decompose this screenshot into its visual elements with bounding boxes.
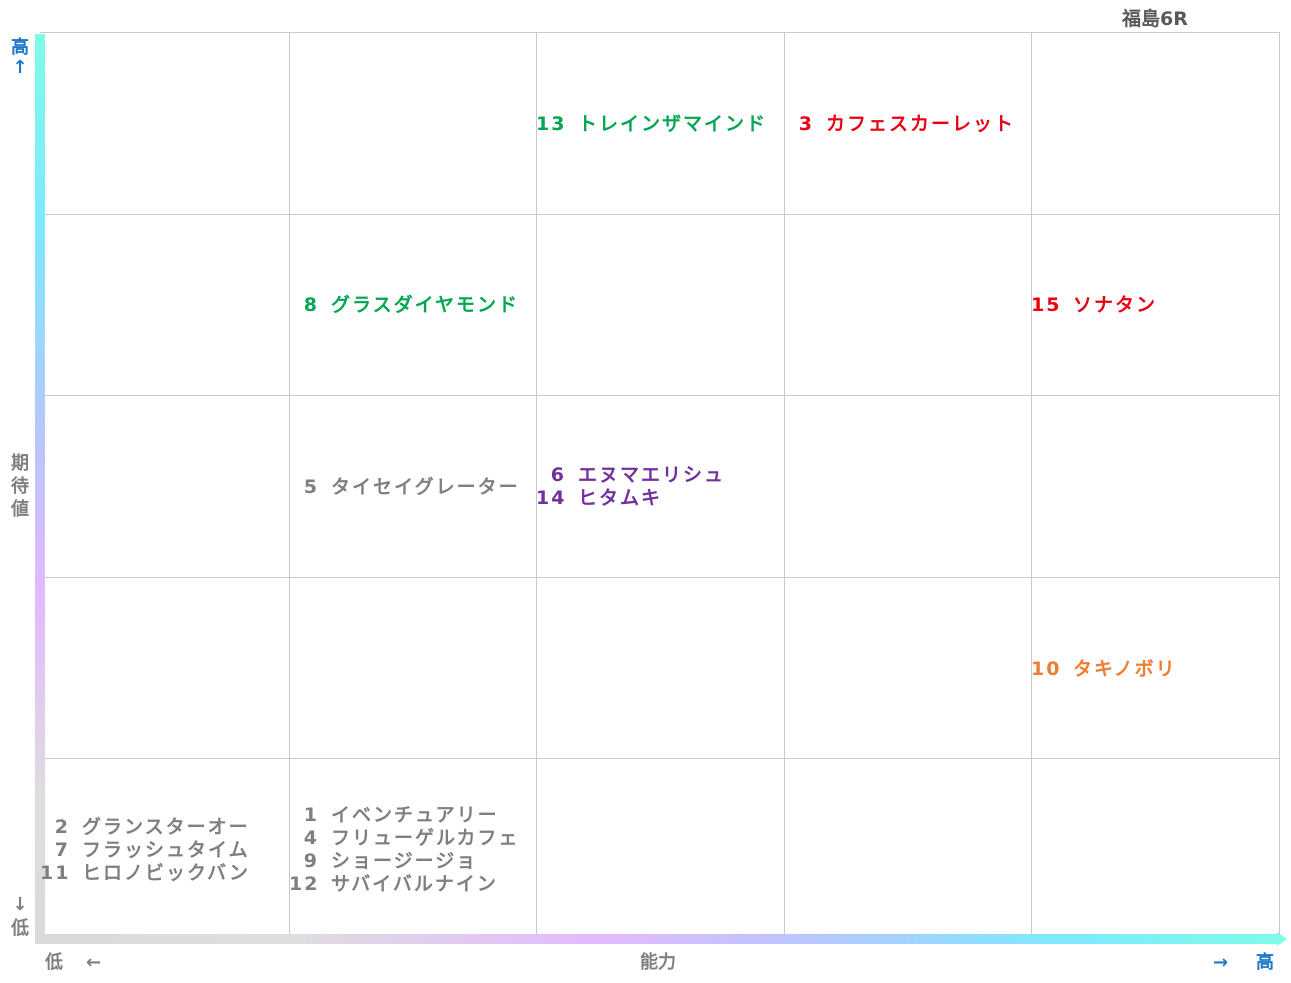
right-arrow-icon: →	[1213, 952, 1229, 973]
down-arrow-icon: ↓	[12, 894, 28, 915]
grid-line	[536, 32, 537, 938]
horse-entry: 1 イベンチュアリー	[289, 804, 519, 827]
horse-entry: 11 ヒロノビックバン	[40, 862, 250, 885]
horse-number: 14	[536, 487, 567, 509]
cell-r0c3: 3 カフェスカーレット	[784, 113, 1015, 136]
grid-line	[40, 758, 1279, 759]
horse-number: 11	[40, 862, 71, 884]
grid-line	[40, 395, 1279, 396]
x-axis-bar	[35, 932, 1287, 946]
x-axis-high-label: 高	[1256, 952, 1274, 973]
horse-name: ヒタムキ	[578, 487, 663, 509]
horse-entry: 6 エヌマエリシュ	[536, 464, 725, 487]
cell-r3c4: 10 タキノボリ	[1031, 658, 1177, 681]
y-axis-label: 期 待 値	[11, 453, 29, 520]
horse-entry: 4 フリューゲルカフェ	[289, 827, 519, 850]
horse-entry: 3 カフェスカーレット	[784, 113, 1015, 136]
horse-name: エヌマエリシュ	[578, 464, 726, 486]
grid-line	[1279, 32, 1280, 938]
horse-name: カフェスカーレット	[826, 113, 1016, 135]
horse-entry: 13 トレインザマインド	[536, 113, 767, 136]
grid-line	[40, 214, 1279, 215]
x-axis-low-label: 低	[45, 952, 63, 973]
cell-r4c0: 2 グランスターオー 7 フラッシュタイム 11 ヒロノビックバン	[40, 816, 250, 885]
horse-number: 15	[1031, 294, 1062, 316]
horse-entry: 14 ヒタムキ	[536, 487, 725, 510]
horse-number: 1	[303, 804, 319, 826]
y-axis-high-label: 高	[11, 37, 29, 58]
horse-number: 8	[303, 294, 319, 316]
horse-name: ソナタン	[1073, 294, 1158, 316]
horse-entry: 5 タイセイグレーター	[289, 476, 520, 499]
horse-name: ショージージョ	[331, 850, 478, 872]
horse-entry: 7 フラッシュタイム	[40, 839, 250, 862]
horse-name: フリューゲルカフェ	[331, 827, 520, 849]
horse-number: 10	[1031, 658, 1062, 680]
horse-name: サバイバルナイン	[331, 873, 498, 895]
horse-number: 9	[303, 850, 319, 872]
horse-entry: 2 グランスターオー	[40, 816, 250, 839]
left-arrow-icon: ←	[86, 952, 102, 973]
horse-number: 13	[536, 113, 567, 135]
horse-name: トレインザマインド	[578, 113, 768, 135]
cell-r0c2: 13 トレインザマインド	[536, 113, 767, 136]
up-arrow-icon: ↑	[12, 57, 28, 78]
horse-entry: 12 サバイバルナイン	[289, 873, 519, 896]
horse-entry: 9 ショージージョ	[289, 850, 519, 873]
horse-name: タイセイグレーター	[331, 476, 520, 498]
horse-name: ヒロノビックバン	[82, 862, 251, 884]
horse-entry: 15 ソナタン	[1031, 294, 1157, 317]
cell-r1c4: 15 ソナタン	[1031, 294, 1157, 317]
horse-name: グラスダイヤモンド	[331, 294, 520, 316]
horse-number: 7	[54, 839, 70, 861]
horse-number: 6	[550, 464, 566, 486]
horse-entry: 8 グラスダイヤモンド	[289, 294, 519, 317]
grid-line	[40, 577, 1279, 578]
horse-entry: 10 タキノボリ	[1031, 658, 1177, 681]
grid-line	[40, 32, 1279, 33]
grid-line	[784, 32, 785, 938]
grid-line	[289, 32, 290, 938]
horse-name: グランスターオー	[82, 816, 250, 838]
cell-r2c2: 6 エヌマエリシュ 14 ヒタムキ	[536, 464, 725, 510]
page-title: 福島6R	[1122, 8, 1188, 30]
horse-number: 2	[54, 816, 70, 838]
horse-number: 3	[798, 113, 814, 135]
horse-name: イベンチュアリー	[331, 804, 499, 826]
horse-name: フラッシュタイム	[82, 839, 250, 861]
horse-name: タキノボリ	[1073, 658, 1177, 680]
cell-r2c1: 5 タイセイグレーター	[289, 476, 520, 499]
grid-line	[1031, 32, 1032, 938]
y-axis-low-label: 低	[11, 918, 29, 939]
cell-r1c1: 8 グラスダイヤモンド	[289, 294, 519, 317]
y-axis-bar	[35, 34, 45, 939]
horse-number: 12	[289, 873, 320, 895]
x-axis-label: 能力	[640, 952, 676, 973]
horse-number: 4	[303, 827, 319, 849]
cell-r4c1: 1 イベンチュアリー 4 フリューゲルカフェ 9 ショージージョ 12 サバイバルナイン	[289, 804, 519, 896]
horse-number: 5	[303, 476, 319, 498]
